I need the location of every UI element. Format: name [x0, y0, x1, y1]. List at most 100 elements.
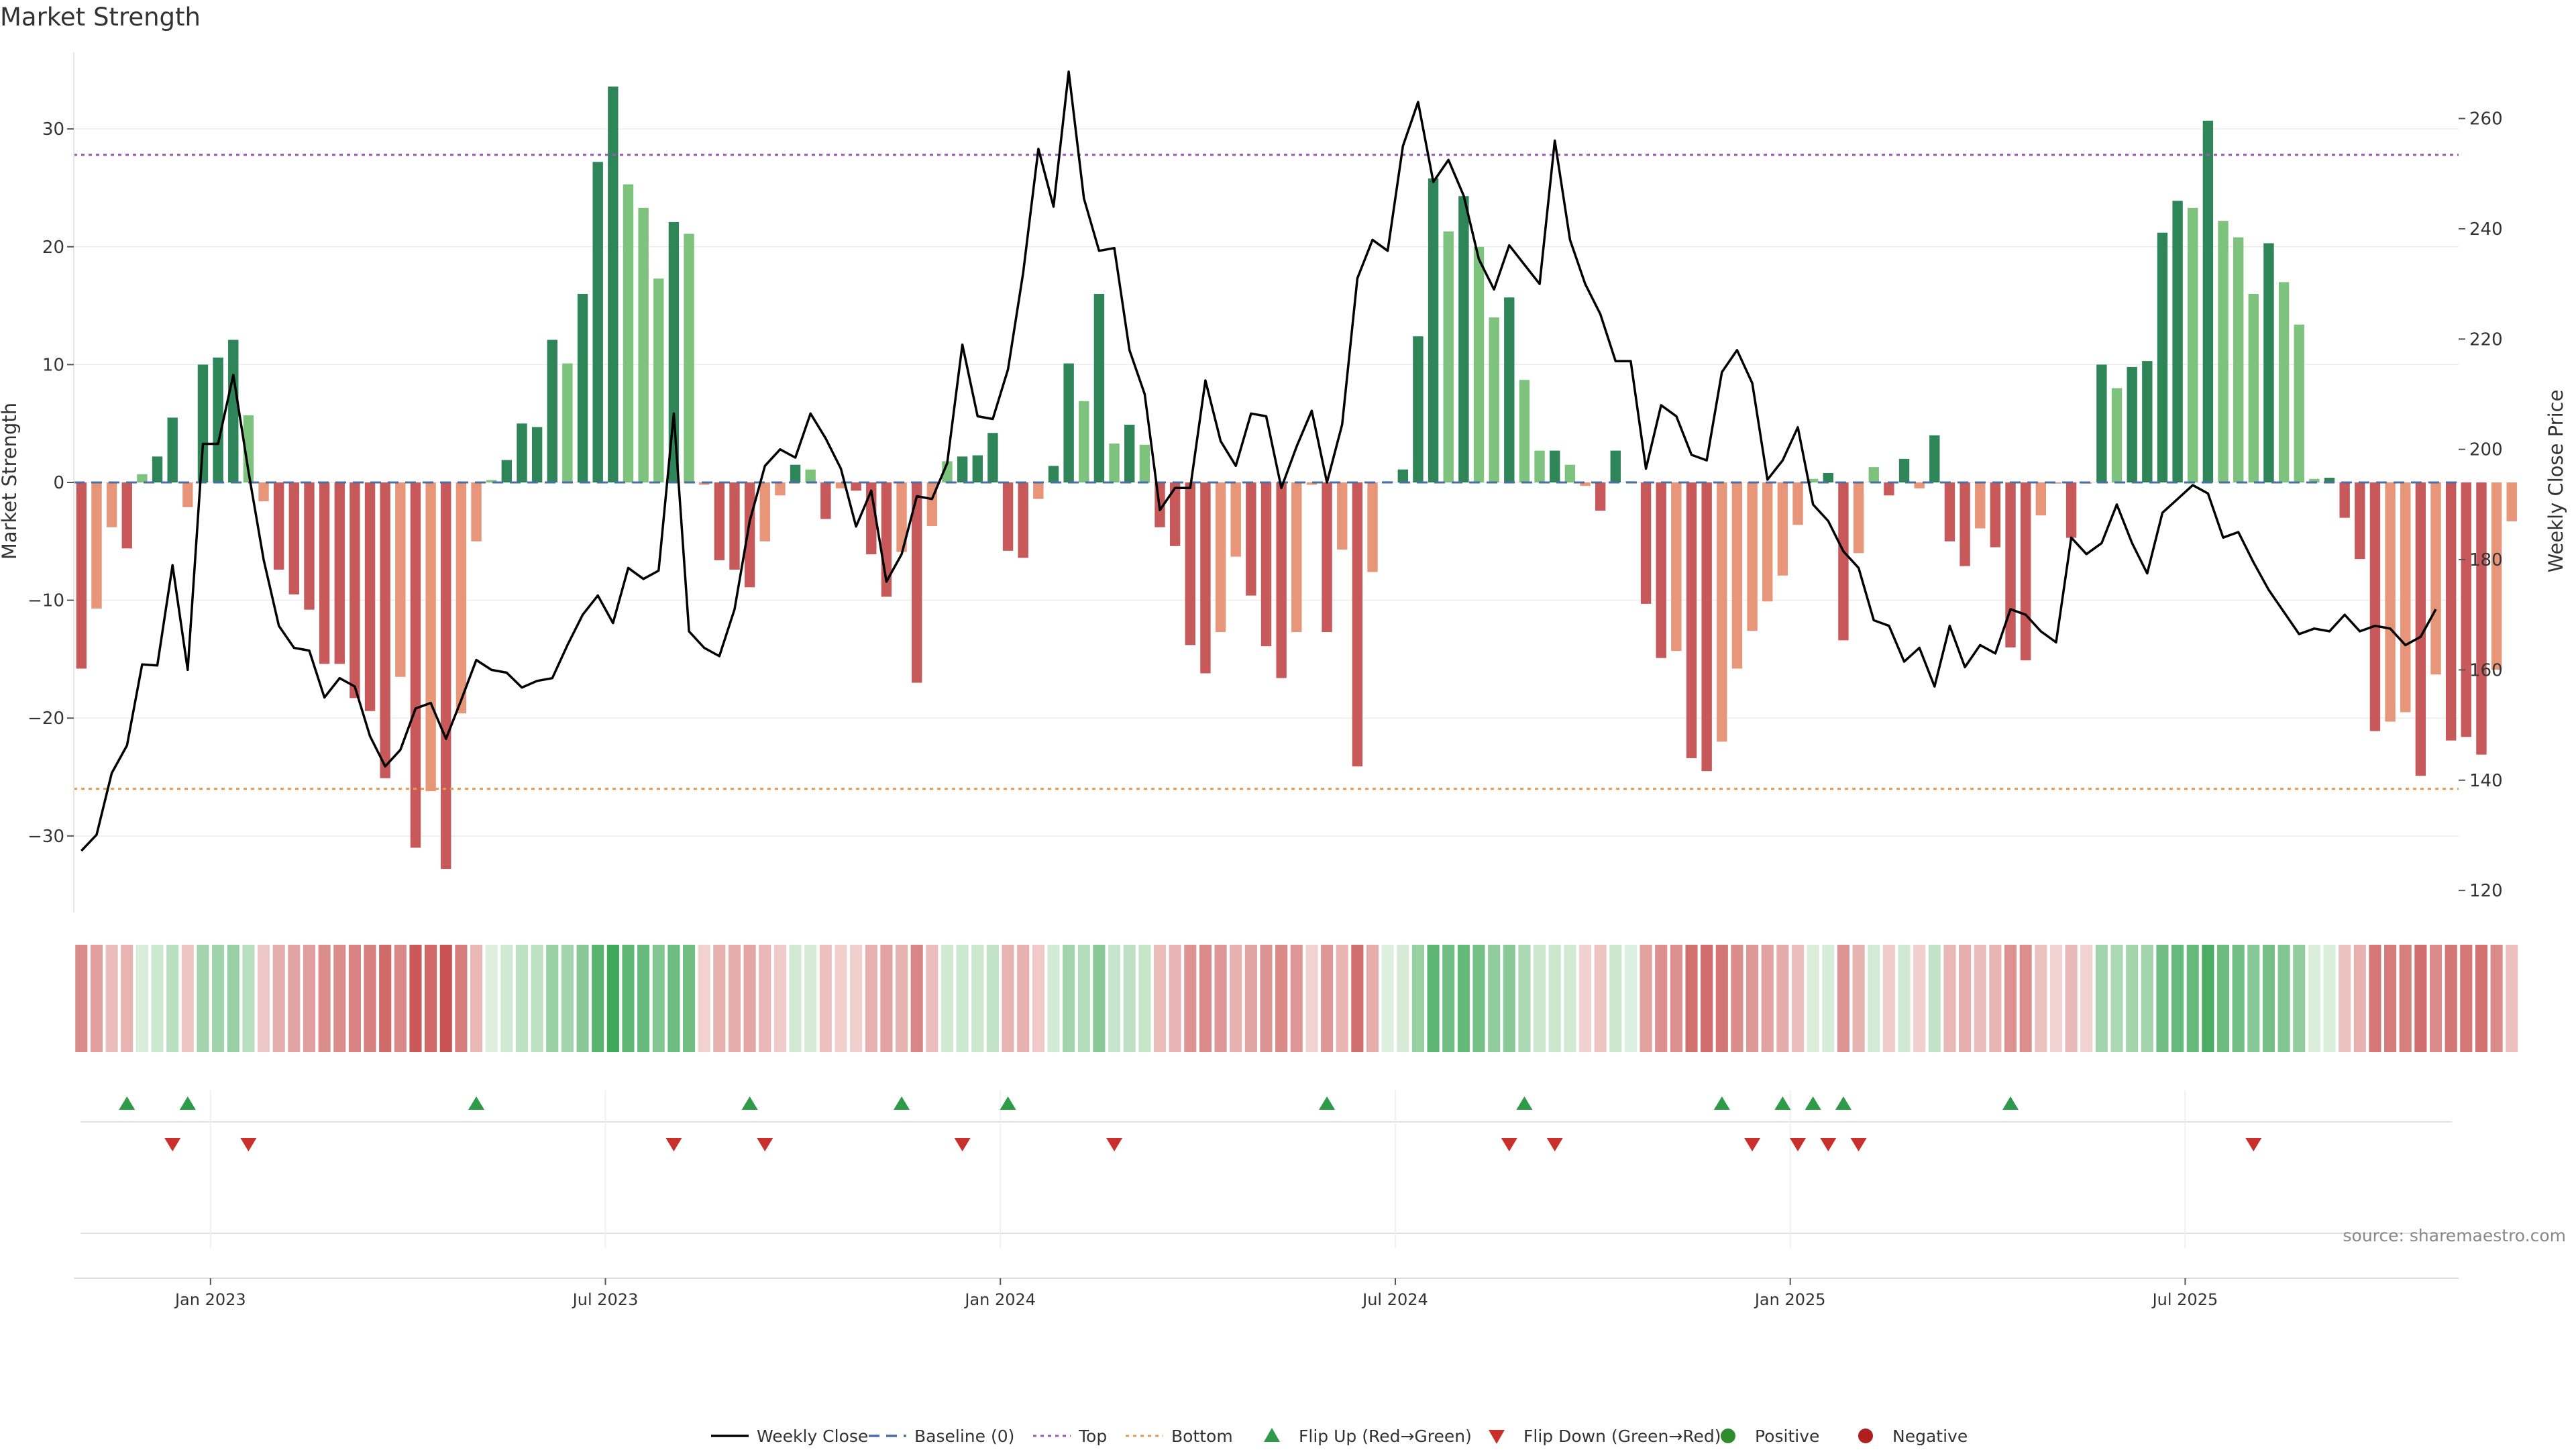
flip-up-marker [1000, 1096, 1016, 1110]
flip-down-marker [1546, 1138, 1563, 1151]
heat-cell [1548, 945, 1561, 1052]
heat-cell [819, 945, 832, 1052]
heat-cell [1685, 945, 1698, 1052]
heat-cell [1123, 945, 1136, 1052]
heat-cell [425, 945, 437, 1052]
heat-cell [1731, 945, 1743, 1052]
y2-tick-label: 120 [2469, 881, 2503, 901]
strength-bar [592, 162, 603, 482]
heat-cell [682, 945, 696, 1052]
strength-bar [2142, 361, 2153, 482]
heat-cell [1578, 945, 1592, 1052]
heat-cell [576, 945, 589, 1052]
strength-bar [790, 464, 801, 482]
heat-cell [257, 945, 270, 1052]
strength-bar [744, 482, 755, 588]
heat-cell [971, 945, 984, 1052]
heat-cell [2232, 945, 2245, 1052]
strength-bar [1610, 450, 1621, 482]
legend-label: Positive [1755, 1427, 1819, 1446]
strength-bar [2385, 482, 2396, 722]
heat-cell [1518, 945, 1531, 1052]
strength-bar [1093, 294, 1105, 482]
strength-bar [364, 482, 376, 711]
strength-bar [531, 427, 543, 482]
heat-cell [2277, 945, 2290, 1052]
heat-cell [1624, 945, 1637, 1052]
strength-bar [1686, 482, 1697, 758]
strength-bar [182, 482, 193, 507]
heat-cell [926, 945, 938, 1052]
strength-bar [1413, 336, 1424, 482]
heat-cell [2247, 945, 2260, 1052]
heat-cell [1351, 945, 1364, 1052]
x-tick-label: Jan 2024 [963, 1290, 1036, 1309]
heat-cell [1032, 945, 1044, 1052]
strength-bar [243, 415, 254, 482]
heat-cell [242, 945, 255, 1052]
heat-cell [1534, 945, 1546, 1052]
heat-cell [1093, 945, 1106, 1052]
heat-cell [1989, 945, 2002, 1052]
heat-cell [1199, 945, 1212, 1052]
flip-up-marker [1835, 1096, 1851, 1110]
strength-bar [228, 340, 239, 482]
strength-bar [1322, 482, 1332, 633]
strength-bar [425, 482, 436, 792]
strength-bar [1519, 380, 1530, 482]
heat-cell [1153, 945, 1167, 1052]
chart-title: Market Strength [0, 3, 201, 32]
strength-bar [1428, 178, 1439, 482]
heat-cell [698, 945, 710, 1052]
strength-bar [2339, 482, 2350, 518]
heat-cell [2171, 945, 2184, 1052]
heat-cell [1108, 945, 1121, 1052]
flip-down-marker [1106, 1138, 1123, 1151]
strength-bar [608, 86, 619, 482]
heat-cell [835, 945, 847, 1052]
strength-bar [1230, 482, 1241, 557]
strength-bar [2111, 388, 2123, 482]
strength-bar [714, 482, 725, 560]
strength-bar [1762, 482, 1773, 602]
flip-up-marker [119, 1096, 136, 1110]
flip-down-marker [665, 1138, 682, 1151]
legend-swatch-circle [1721, 1429, 1735, 1443]
strength-bar [1731, 482, 1743, 669]
strength-bar [1807, 478, 1819, 482]
heat-cell [2065, 945, 2078, 1052]
legend-label: Flip Down (Green→Red) [1523, 1427, 1721, 1446]
strength-bar [912, 482, 922, 683]
strength-bar [91, 482, 102, 609]
heat-cell [941, 945, 954, 1052]
heat-cell [2506, 945, 2518, 1052]
strength-bar [1246, 482, 1256, 596]
flip-down-marker [1820, 1138, 1837, 1151]
strength-bar [2263, 243, 2274, 482]
heat-cell [1457, 945, 1470, 1052]
heat-cell [2353, 945, 2366, 1052]
flip-up-marker [2002, 1096, 2019, 1110]
heat-cell [166, 945, 179, 1052]
strength-bar [1473, 246, 1485, 482]
strength-bar [1504, 297, 1515, 482]
heat-cell [1275, 945, 1288, 1052]
legend-item: Flip Up (Red→Green) [1264, 1427, 1472, 1446]
strength-bar [1033, 482, 1044, 499]
strength-bar [1990, 482, 2001, 548]
y-tick-label: 10 [42, 355, 64, 375]
heat-cell [865, 945, 877, 1052]
strength-bar [1792, 482, 1803, 525]
heat-cell [348, 945, 361, 1052]
heat-cell [1655, 945, 1668, 1052]
strength-bar [1185, 482, 1195, 645]
heat-cell [1564, 945, 1576, 1052]
strength-bar [547, 340, 557, 482]
strength-bar [395, 482, 406, 677]
flip-down-marker [1501, 1138, 1517, 1151]
heat-cell [409, 945, 422, 1052]
heat-cell [1184, 945, 1197, 1052]
strength-bar [835, 482, 847, 488]
strength-bar [1063, 363, 1074, 482]
strength-bar [2005, 482, 2016, 647]
